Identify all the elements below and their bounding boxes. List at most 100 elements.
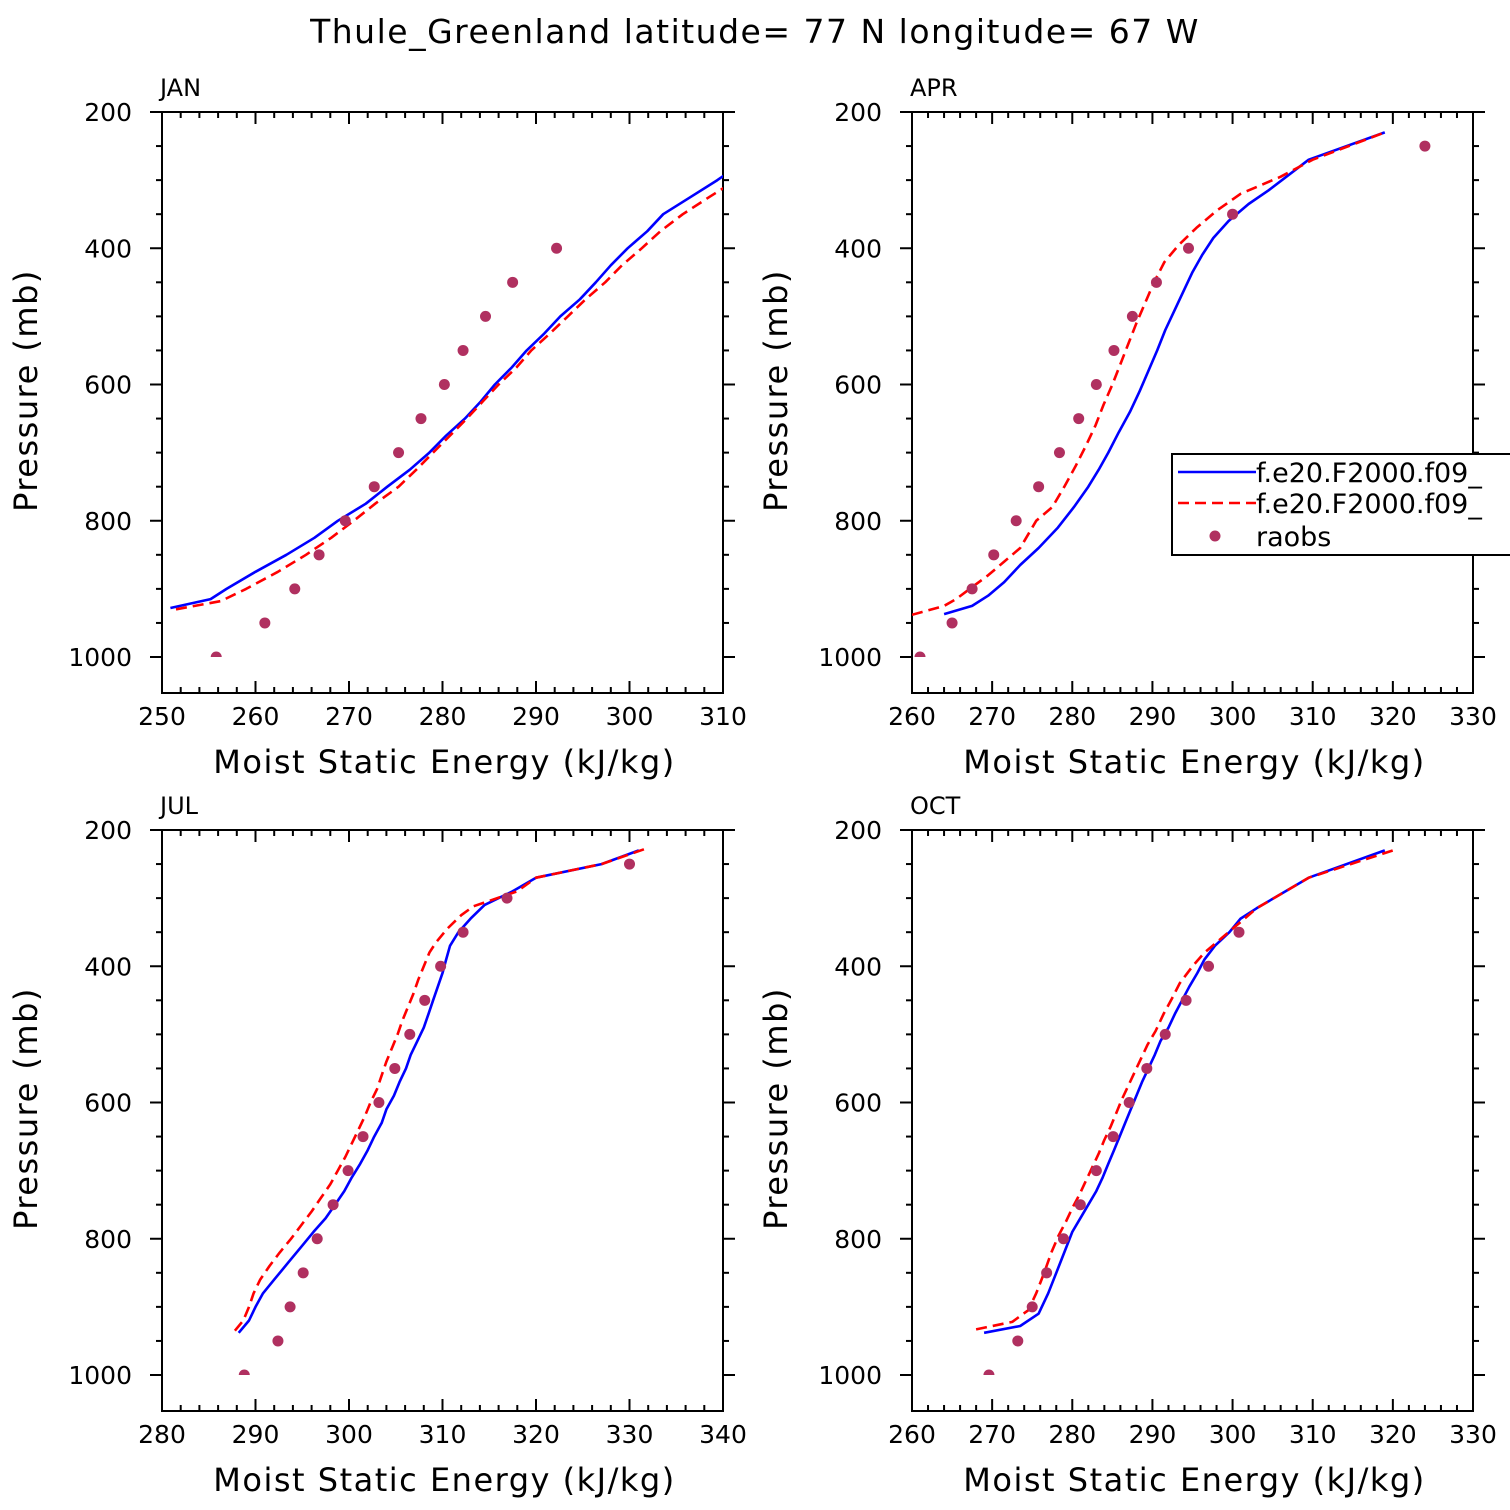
y-axis-label: Pressure (mb) — [757, 269, 795, 512]
y-axis-label: Pressure (mb) — [757, 987, 795, 1230]
panel-oct: OCT 260 270 280 290 300 310 320 330 200 400 600 800 1… — [757, 792, 1497, 1499]
raobs-point — [1033, 481, 1045, 493]
raobs-point — [1180, 994, 1192, 1006]
raobs-point — [357, 1131, 369, 1143]
raobs-point — [914, 651, 926, 657]
y-tick-label: 200 — [834, 98, 882, 127]
legend-entry: raobs — [1256, 522, 1331, 553]
panel-apr: APR 260 270 280 290 300 310 320 330 200 400 600 800 1… — [757, 74, 1497, 781]
y-tick-label: 200 — [84, 98, 132, 127]
raobs-point — [373, 1097, 385, 1108]
x-axis-label: Moist Static Energy (kJ/kg) — [213, 1461, 675, 1499]
y-tick-label: 400 — [834, 952, 882, 981]
y-tick-label: 800 — [84, 507, 132, 536]
series-line-model1 — [943, 131, 1386, 616]
panel-jul: JUL 280 290 300 310 320 330 340 200 400 600 800 1000… — [7, 792, 747, 1499]
raobs-point — [404, 1028, 416, 1040]
raobs-point — [1126, 310, 1138, 322]
y-tick-label: 800 — [834, 1225, 882, 1254]
x-tick-label: 290 — [512, 702, 560, 731]
x-tick-label: 270 — [968, 702, 1016, 731]
raobs-point — [983, 1369, 995, 1375]
raobs-point — [457, 344, 469, 356]
raobs-point — [311, 1233, 323, 1245]
raobs-point — [238, 1369, 250, 1375]
x-tick-label: 270 — [325, 702, 373, 731]
raobs-point — [1053, 447, 1065, 459]
series-group — [170, 174, 723, 657]
raobs-point — [342, 1165, 354, 1177]
raobs-point — [1233, 926, 1245, 938]
x-tick-label: 310 — [1289, 1420, 1337, 1449]
series-line-model2 — [175, 186, 723, 611]
raobs-point — [272, 1335, 284, 1347]
x-tick-label: 260 — [888, 1420, 936, 1449]
raobs-point — [1012, 1335, 1024, 1347]
raobs-point — [946, 617, 958, 629]
series-line-model2 — [912, 131, 1386, 617]
raobs-point — [389, 1062, 401, 1074]
raobs-point — [501, 892, 513, 904]
raobs-point — [259, 617, 271, 629]
x-axis-label: Moist Static Energy (kJ/kg) — [963, 1461, 1425, 1499]
raobs-point — [419, 994, 431, 1006]
raobs-point — [966, 583, 978, 595]
x-tick-label: 320 — [1369, 1420, 1417, 1449]
raobs-point — [1123, 1097, 1135, 1108]
series-line-model1 — [170, 174, 723, 610]
series-line-model2 — [233, 847, 645, 1332]
legend-entry: f.e20.F2000.f09_ — [1256, 458, 1482, 489]
y-tick-label: 600 — [84, 1089, 132, 1118]
y-tick-label: 400 — [84, 952, 132, 981]
raobs-point — [1010, 515, 1022, 527]
raobs-point — [313, 549, 325, 561]
y-tick-label: 600 — [84, 371, 132, 400]
x-tick-label: 290 — [1129, 702, 1177, 731]
raobs-point — [1141, 1062, 1153, 1074]
x-tick-label: 280 — [1048, 1420, 1096, 1449]
raobs-point — [327, 1199, 339, 1211]
raobs-point — [1107, 1131, 1119, 1143]
x-tick-label: 280 — [1048, 702, 1096, 731]
legend-marker-raobs — [1209, 530, 1221, 542]
raobs-point — [1419, 140, 1431, 152]
raobs-point — [339, 515, 351, 527]
x-tick-label: 300 — [325, 1420, 373, 1449]
raobs-point — [507, 276, 519, 288]
series-group — [233, 847, 645, 1375]
y-tick-label: 1000 — [818, 1361, 882, 1390]
y-axis-label: Pressure (mb) — [7, 987, 45, 1230]
y-tick-label: 600 — [834, 371, 882, 400]
raobs-point — [438, 379, 450, 390]
raobs-point — [1074, 1199, 1086, 1211]
raobs-point — [393, 447, 405, 459]
series-group — [975, 849, 1394, 1375]
raobs-point — [1227, 208, 1239, 220]
raobs-point — [297, 1267, 309, 1279]
panel-label: JUL — [158, 792, 199, 820]
y-tick-label: 400 — [834, 234, 882, 263]
x-tick-label: 290 — [232, 1420, 280, 1449]
raobs-point — [1073, 413, 1085, 425]
raobs-point — [1090, 379, 1102, 390]
raobs-point — [551, 242, 563, 254]
raobs-point — [1182, 242, 1194, 254]
legend: f.e20.F2000.f09_f.e20.F2000.f09_raobs — [1171, 453, 1510, 556]
raobs-point — [1108, 344, 1120, 356]
raobs-point — [210, 651, 222, 657]
raobs-point — [435, 960, 447, 972]
y-tick-label: 800 — [834, 507, 882, 536]
series-line-model1 — [983, 849, 1386, 1335]
raobs-point — [1150, 276, 1162, 288]
x-tick-label: 320 — [512, 1420, 560, 1449]
raobs-point — [457, 926, 469, 938]
raobs-point — [1041, 1267, 1053, 1279]
x-tick-label: 290 — [1129, 1420, 1177, 1449]
y-tick-label: 1000 — [68, 643, 132, 672]
x-tick-label: 260 — [888, 702, 936, 731]
y-tick-label: 1000 — [68, 1361, 132, 1390]
y-tick-label: 800 — [84, 1225, 132, 1254]
raobs-point — [480, 310, 492, 322]
x-tick-label: 330 — [1449, 1420, 1497, 1449]
